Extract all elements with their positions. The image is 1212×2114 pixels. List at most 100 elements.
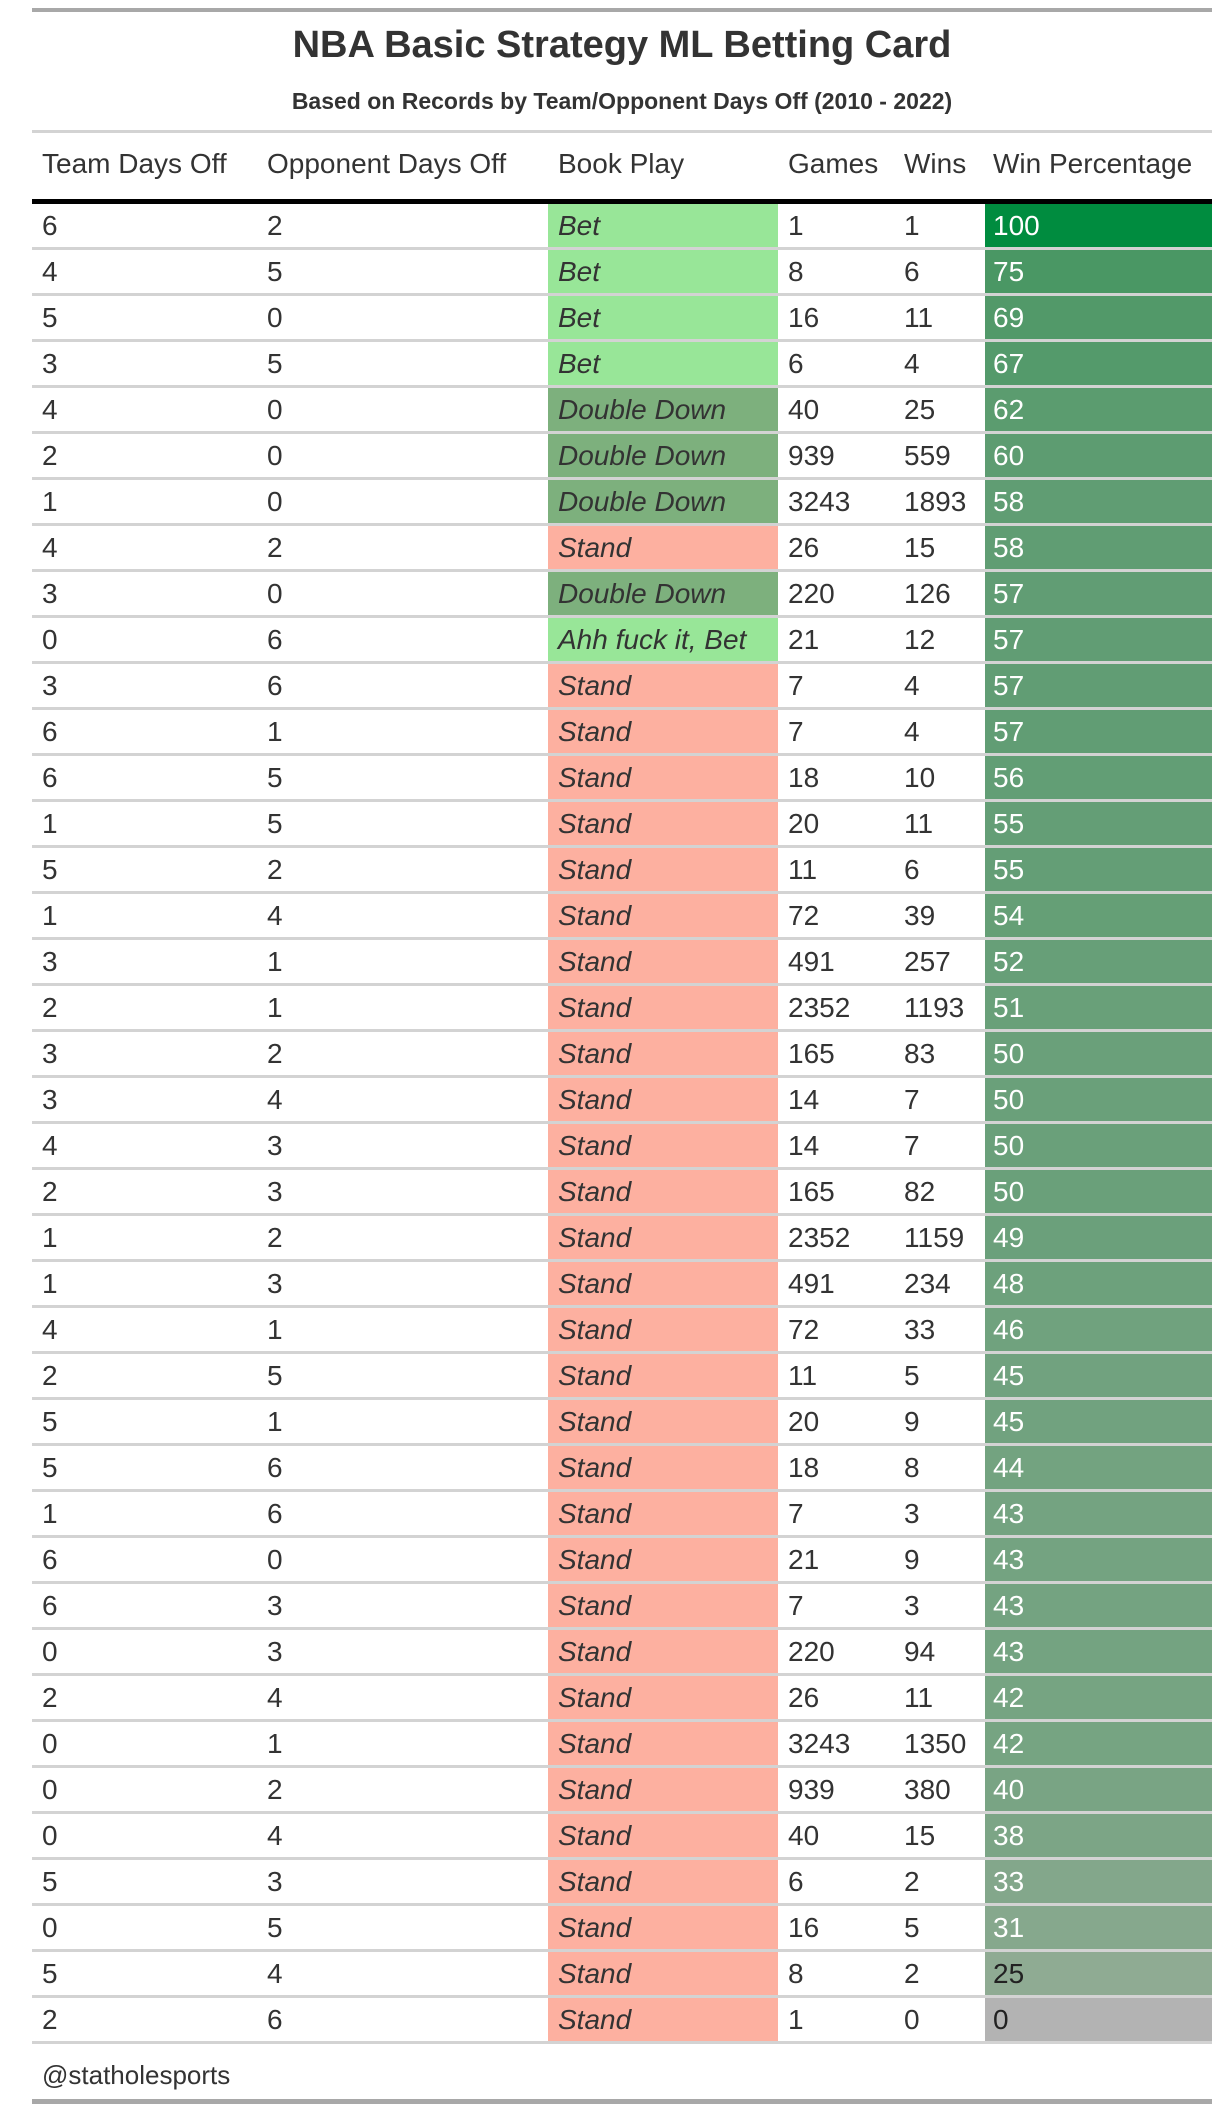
book-play-cell: Stand — [548, 756, 778, 799]
opponent-days-off-cell: 5 — [267, 256, 283, 287]
games-cell: 3243 — [788, 1728, 851, 1759]
table-title: NBA Basic Strategy ML Betting Card — [292, 24, 952, 66]
table-row: 2 3 Stand 165 82 50 — [32, 1170, 1212, 1216]
book-play-cell: Double Down — [548, 388, 778, 431]
book-play-cell: Stand — [548, 1906, 778, 1949]
games-cell: 40 — [788, 394, 820, 425]
book-play-cell: Stand — [548, 526, 778, 569]
opponent-days-off-cell: 5 — [267, 1912, 283, 1943]
opponent-days-off-cell: 3 — [267, 1590, 283, 1621]
opponent-days-off-cell: 5 — [267, 1360, 283, 1391]
book-play-cell: Bet — [548, 250, 778, 293]
opponent-days-off-cell: 2 — [267, 1038, 283, 1069]
book-play-cell: Stand — [548, 1492, 778, 1535]
table-row: 2 6 Stand 1 0 0 — [32, 1998, 1212, 2044]
games-cell: 8 — [788, 256, 804, 287]
team-days-off-cell: 6 — [42, 762, 58, 793]
team-days-off-cell: 3 — [42, 1038, 58, 1069]
column-header-book-play: Book Play — [558, 148, 685, 179]
team-days-off-cell: 1 — [42, 486, 58, 517]
book-play-cell: Stand — [548, 1446, 778, 1489]
table-row: 0 1 Stand 3243 1350 42 — [32, 1722, 1212, 1768]
win-percentage-cell: 67 — [985, 342, 1212, 385]
games-cell: 20 — [788, 808, 820, 839]
table-row: 0 6 Ahh fuck it, Bet 21 12 57 — [32, 618, 1212, 664]
wins-cell: 83 — [904, 1038, 936, 1069]
team-days-off-cell: 1 — [42, 808, 58, 839]
games-cell: 11 — [788, 1360, 818, 1391]
wins-cell: 25 — [904, 394, 936, 425]
table-subtitle: Based on Records by Team/Opponent Days O… — [291, 88, 953, 114]
book-play-cell: Bet — [548, 204, 778, 247]
table-row: 2 1 Stand 2352 1193 51 — [32, 986, 1212, 1032]
opponent-days-off-cell: 4 — [267, 900, 283, 931]
games-cell: 939 — [788, 1774, 835, 1805]
win-percentage-cell: 54 — [985, 894, 1212, 937]
book-play-cell: Bet — [548, 296, 778, 339]
wins-cell: 1350 — [904, 1728, 967, 1759]
table-row: 1 6 Stand 7 3 43 — [32, 1492, 1212, 1538]
opponent-days-off-cell: 3 — [267, 1130, 283, 1161]
games-cell: 7 — [788, 716, 804, 747]
opponent-days-off-cell: 3 — [267, 1866, 283, 1897]
opponent-days-off-cell: 0 — [267, 394, 283, 425]
book-play-cell: Stand — [548, 1262, 778, 1305]
win-percentage-cell: 44 — [985, 1446, 1212, 1489]
opponent-days-off-cell: 3 — [267, 1268, 283, 1299]
win-percentage-cell: 62 — [985, 388, 1212, 431]
team-days-off-cell: 3 — [42, 946, 58, 977]
win-percentage-cell: 33 — [985, 1860, 1212, 1903]
book-play-cell: Double Down — [548, 480, 778, 523]
table-row: 6 0 Stand 21 9 43 — [32, 1538, 1212, 1584]
opponent-days-off-cell: 5 — [267, 808, 283, 839]
book-play-cell: Stand — [548, 1538, 778, 1581]
book-play-cell: Double Down — [548, 434, 778, 477]
table-row: 6 1 Stand 7 4 57 — [32, 710, 1212, 756]
games-cell: 16 — [788, 1912, 820, 1943]
opponent-days-off-cell: 0 — [267, 578, 283, 609]
win-percentage-cell: 50 — [985, 1032, 1212, 1075]
book-play-cell: Stand — [548, 1722, 778, 1765]
opponent-days-off-cell: 2 — [267, 210, 283, 241]
opponent-days-off-cell: 4 — [267, 1084, 283, 1115]
wins-cell: 8 — [904, 1452, 920, 1483]
win-percentage-cell: 57 — [985, 664, 1212, 707]
opponent-days-off-cell: 5 — [267, 348, 283, 379]
opponent-days-off-cell: 5 — [267, 762, 283, 793]
book-play-cell: Stand — [548, 1584, 778, 1627]
win-percentage-cell: 43 — [985, 1630, 1212, 1673]
team-days-off-cell: 2 — [42, 2004, 58, 2035]
wins-cell: 6 — [904, 256, 920, 287]
book-play-cell: Stand — [548, 1032, 778, 1075]
wins-cell: 234 — [904, 1268, 951, 1299]
games-cell: 7 — [788, 670, 804, 701]
wins-cell: 9 — [904, 1544, 920, 1575]
team-days-off-cell: 3 — [42, 348, 58, 379]
table-row: 2 0 Double Down 939 559 60 — [32, 434, 1212, 480]
book-play-cell: Double Down — [548, 572, 778, 615]
team-days-off-cell: 6 — [42, 1544, 58, 1575]
opponent-days-off-cell: 1 — [267, 992, 283, 1023]
table-row: 1 4 Stand 72 39 54 — [32, 894, 1212, 940]
win-percentage-cell: 51 — [985, 986, 1212, 1029]
book-play-cell: Stand — [548, 894, 778, 937]
book-play-cell: Stand — [548, 1124, 778, 1167]
table-row: 6 2 Bet 1 1 100 — [32, 204, 1212, 250]
wins-cell: 1193 — [904, 992, 965, 1023]
table-row: 2 4 Stand 26 11 42 — [32, 1676, 1212, 1722]
opponent-days-off-cell: 2 — [267, 532, 283, 563]
wins-cell: 39 — [904, 900, 936, 931]
games-cell: 21 — [788, 1544, 820, 1575]
column-header-team-days-off: Team Days Off — [42, 148, 227, 179]
team-days-off-cell: 4 — [42, 394, 58, 425]
wins-cell: 15 — [904, 532, 936, 563]
header-divider — [32, 130, 1212, 133]
wins-cell: 0 — [904, 2004, 920, 2035]
games-cell: 491 — [788, 946, 835, 977]
games-cell: 6 — [788, 348, 804, 379]
wins-cell: 4 — [904, 670, 920, 701]
games-cell: 220 — [788, 1636, 835, 1667]
wins-cell: 559 — [904, 440, 951, 471]
book-play-cell: Stand — [548, 1354, 778, 1397]
top-rule — [32, 8, 1212, 12]
